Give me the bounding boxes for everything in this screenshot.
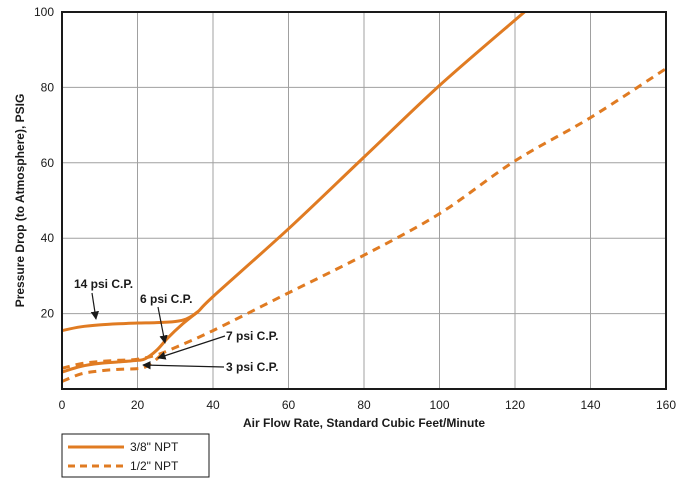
y-axis-title: Pressure Drop (to Atmosphere), PSIG (13, 94, 27, 308)
tick-labels: 0 20 40 60 80 100 120 140 160 20 40 60 80 100 (34, 5, 676, 412)
annotation-6psi-arrow (157, 306, 168, 344)
legend-label-1-2-npt: 1/2" NPT (130, 459, 179, 473)
annotation-14psi: 14 psi C.P. (74, 277, 133, 320)
series-line-3-psi-c-p- (62, 354, 162, 383)
x-tick-label: 40 (206, 398, 220, 412)
annotation-7psi-label: 7 psi C.P. (226, 329, 278, 343)
annotation-6psi-label: 6 psi C.P. (140, 292, 192, 306)
y-tick-label: 80 (41, 80, 55, 94)
series-curves (62, 12, 666, 383)
annotations: 14 psi C.P. 6 psi C.P. 7 psi C.P. 3 psi … (74, 277, 278, 374)
y-tick-label: 40 (41, 231, 55, 245)
grid-lines (62, 12, 666, 389)
x-tick-label: 80 (357, 398, 371, 412)
annotation-6psi: 6 psi C.P. (140, 292, 192, 344)
y-tick-label: 60 (41, 156, 55, 170)
annotation-3psi-arrow (142, 360, 225, 370)
plot-frame (61, 11, 667, 390)
x-axis-title: Air Flow Rate, Standard Cubic Feet/Minut… (243, 416, 485, 430)
x-tick-label: 60 (282, 398, 296, 412)
annotation-14psi-arrow (90, 292, 100, 320)
annotation-3psi: 3 psi C.P. (142, 360, 278, 374)
x-tick-label: 120 (505, 398, 525, 412)
x-tick-label: 100 (429, 398, 449, 412)
annotation-14psi-label: 14 psi C.P. (74, 277, 133, 291)
x-tick-label: 140 (580, 398, 600, 412)
legend-item-1-2-npt: 1/2" NPT (68, 459, 179, 473)
x-tick-label: 20 (131, 398, 145, 412)
series-line-7-psi-c-p- (62, 67, 666, 370)
y-tick-label: 100 (34, 5, 54, 19)
y-tick-label: 20 (41, 307, 55, 321)
annotation-3psi-label: 3 psi C.P. (226, 360, 278, 374)
legend: 3/8" NPT 1/2" NPT (61, 433, 210, 478)
annotation-7psi: 7 psi C.P. (157, 329, 278, 360)
series-line-6-psi-c-p- (62, 310, 199, 374)
annotation-7psi-arrow (157, 335, 226, 360)
x-tick-label: 0 (59, 398, 66, 412)
legend-box (61, 433, 210, 478)
legend-label-3-8-npt: 3/8" NPT (130, 440, 179, 454)
legend-item-3-8-npt: 3/8" NPT (68, 440, 179, 454)
x-tick-label: 160 (656, 398, 676, 412)
